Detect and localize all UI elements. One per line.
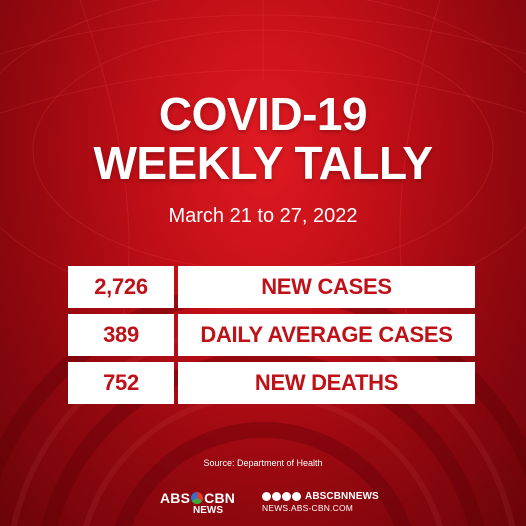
abs-cbn-news-logo: ABS CBN NEWS: [160, 490, 256, 516]
twitter-icon: [272, 492, 281, 501]
tally-value: 2,726: [68, 266, 174, 308]
title-line-2: WEEKLY TALLY: [93, 137, 433, 189]
title-line-1: COVID-19: [158, 88, 368, 140]
social-handle: ABSCBNNEWS: [305, 491, 379, 502]
tally-label: NEW DEATHS: [178, 362, 475, 404]
tally-label: DAILY AVERAGE CASES: [178, 314, 475, 356]
tally-value: 389: [68, 314, 174, 356]
tally-row-new-cases: 2,726 NEW CASES: [68, 266, 475, 308]
rgb-ring-icon: [191, 492, 204, 504]
instagram-icon: [282, 492, 291, 501]
date-range: March 21 to 27, 2022: [168, 205, 358, 227]
facebook-icon: [262, 492, 271, 501]
tally-label: NEW CASES: [178, 266, 475, 308]
logo-text-left: ABS: [160, 490, 191, 506]
tally-table: 2,726 NEW CASES 389 DAILY AVERAGE CASES …: [68, 266, 475, 410]
tally-row-new-deaths: 752 NEW DEATHS: [68, 362, 475, 404]
source-note: Source: Department of Health: [203, 458, 323, 468]
social-block: ABSCBNNEWS NEWS.ABS-CBN.COM: [262, 491, 379, 513]
logo-subtext: NEWS: [193, 505, 223, 516]
youtube-icon: [292, 492, 301, 501]
logo-text-right: CBN: [204, 490, 236, 506]
tally-row-daily-average: 389 DAILY AVERAGE CASES: [68, 314, 475, 356]
page-title: COVID-19 WEEKLY TALLY: [0, 90, 526, 188]
tally-value: 752: [68, 362, 174, 404]
website-url: NEWS.ABS-CBN.COM: [262, 503, 354, 513]
